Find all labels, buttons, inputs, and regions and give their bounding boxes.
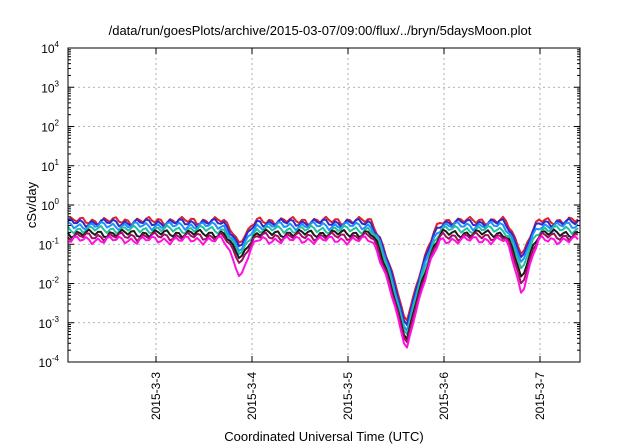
y-tick-label: 10-4 (39, 354, 60, 370)
series-line-2 (67, 217, 579, 326)
y-tick-label: 101 (41, 158, 59, 174)
y-axis-label: cSv/day (24, 181, 39, 228)
chart-title: /data/run/goesPlots/archive/2015-03-07/0… (109, 23, 532, 38)
grid (68, 48, 580, 362)
x-tick-label: 2015-3-6 (437, 372, 451, 420)
x-axis: 2015-3-3 2015-3-4 2015-3-5 2015-3-6 2015-3-7 (149, 48, 547, 420)
series-line-7 (67, 235, 579, 349)
series-group (67, 215, 579, 349)
y-tick-label: 100 (41, 197, 59, 213)
x-tick-label: 2015-3-7 (533, 372, 547, 420)
y-tick-label: 102 (41, 119, 59, 135)
y-tick-label: 10-3 (39, 315, 60, 331)
y-tick-label: 10-2 (39, 276, 60, 292)
series-line-3 (67, 221, 579, 332)
y-tick-label: 104 (41, 40, 59, 56)
x-tick-label: 2015-3-5 (341, 372, 355, 420)
x-axis-label: Coordinated Universal Time (UTC) (224, 429, 423, 444)
series-line-6 (67, 231, 579, 343)
x-tick-label: 2015-3-3 (149, 372, 163, 420)
y-axis: 104 103 102 101 100 10-1 10-2 10-3 10-4 (39, 40, 580, 370)
y-tick-label: 10-1 (39, 236, 60, 252)
y-tick-label: 103 (41, 79, 59, 95)
x-tick-label: 2015-3-4 (245, 372, 259, 420)
